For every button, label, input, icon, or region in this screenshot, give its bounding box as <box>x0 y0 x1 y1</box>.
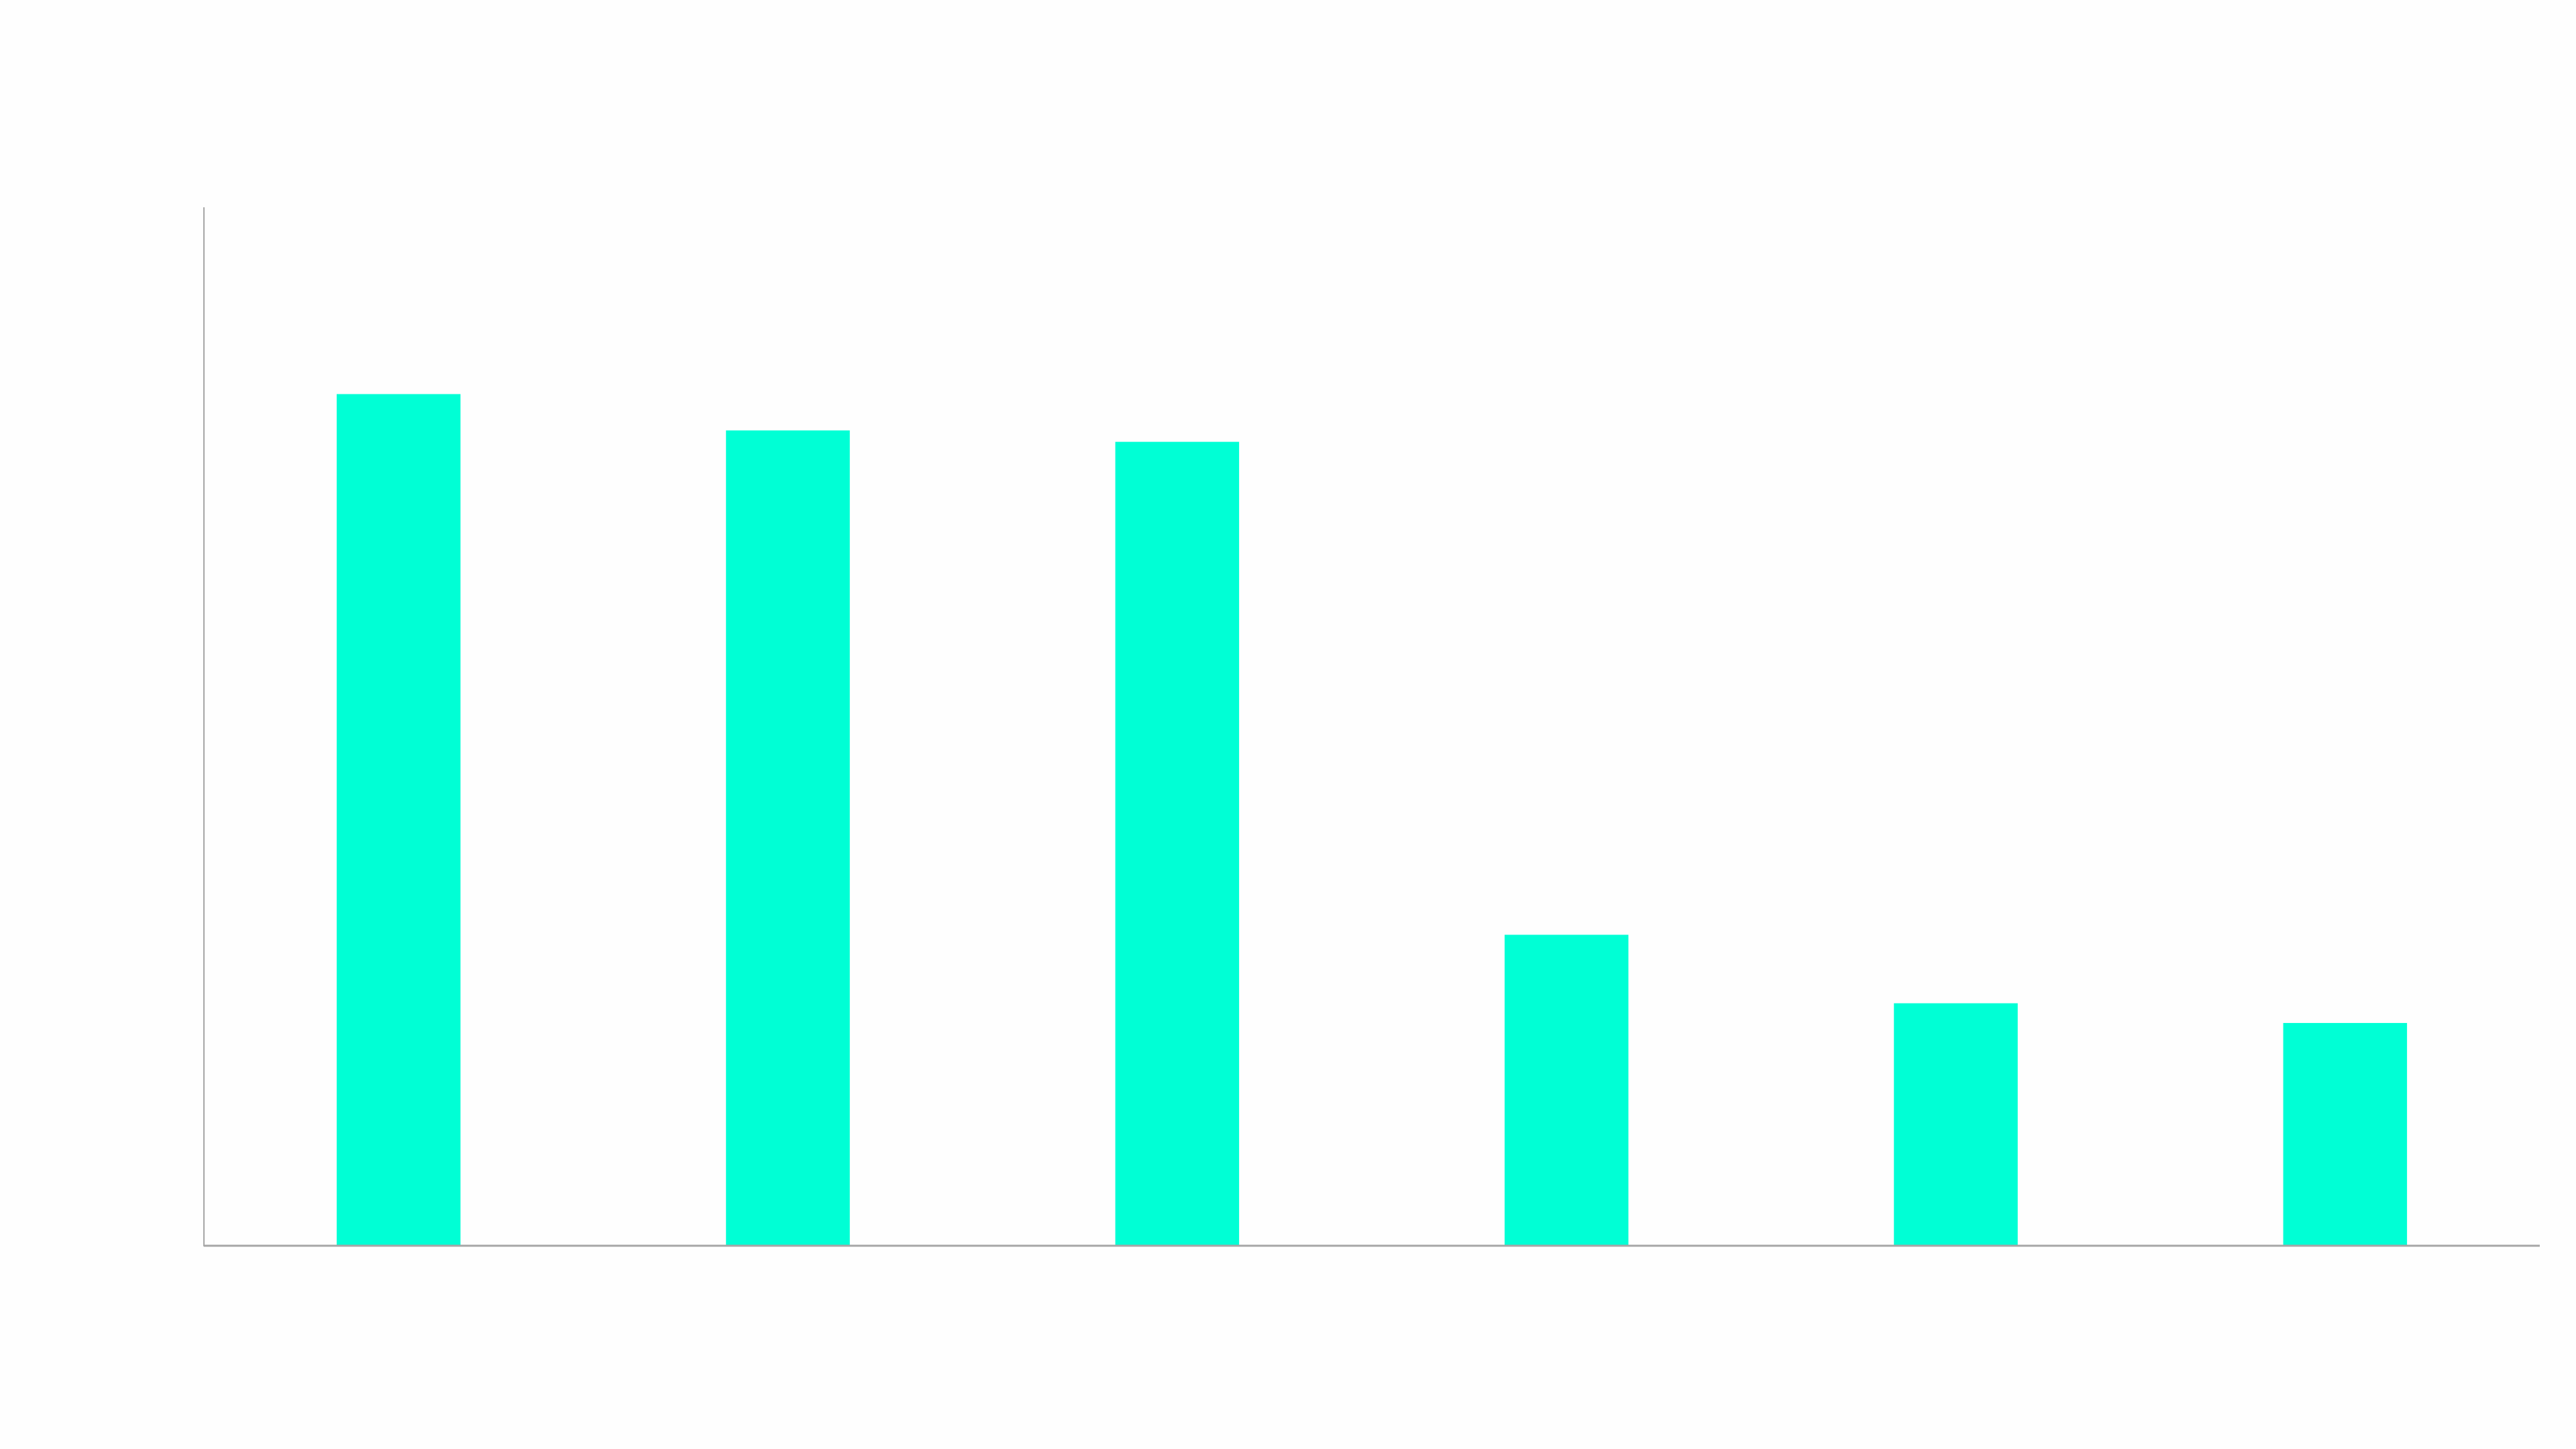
bar-4 <box>1504 934 1629 1245</box>
bar-1 <box>336 394 461 1246</box>
bar-6 <box>2283 1022 2408 1245</box>
bars-group <box>336 394 2408 1246</box>
bar-3 <box>1115 441 1240 1245</box>
bar-2 <box>726 430 850 1245</box>
bar-5 <box>1894 1003 2018 1245</box>
